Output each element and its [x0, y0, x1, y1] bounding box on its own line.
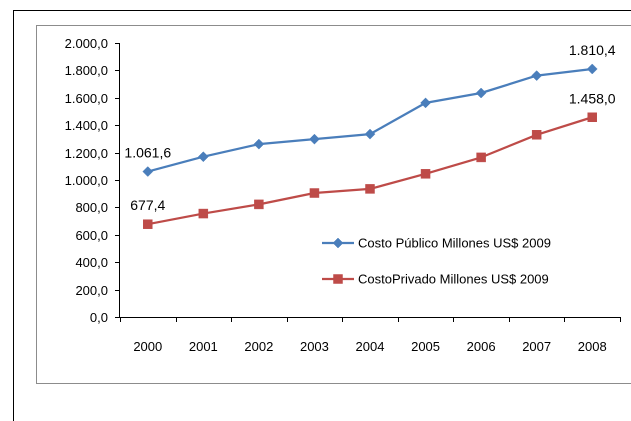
series-2-point [254, 199, 264, 210]
x-tick-label: 2004 [356, 339, 385, 354]
series-2-point [309, 188, 320, 198]
series-2-point [420, 169, 431, 179]
x-tick-label: 2003 [300, 339, 329, 354]
x-tick-label: 2001 [189, 339, 218, 354]
series-1-point [142, 166, 154, 177]
y-tick-label: 2.000,0 [65, 36, 108, 51]
y-axis-ticks: 0,0 200,0 400,0 600,0 800,0 1.000,0 1.200,0 1.4… [65, 36, 120, 325]
x-axis-ticks: 2000 2001 2002 2003 2004 2005 2006 2007 2008 [120, 317, 621, 354]
legend-marker-1 [332, 237, 344, 249]
series-1-point [475, 87, 487, 99]
series-line-1 [147, 67, 593, 173]
series-2-point [531, 130, 542, 140]
series-1-point [253, 138, 265, 150]
series-1-point [420, 97, 431, 109]
x-tick-label: 2000 [133, 339, 162, 354]
series-layer [142, 63, 598, 229]
x-tick-label: 2006 [467, 339, 496, 354]
legend-label-2: CostoPrivado Millones US$ 2009 [358, 272, 549, 287]
series-1-point [309, 133, 320, 145]
data-label: 1.061,6 [124, 145, 171, 161]
data-label: 677,4 [130, 197, 165, 213]
y-tick-label: 1.400,0 [65, 118, 108, 133]
y-tick-label: 400,0 [75, 255, 108, 270]
series-1-point [531, 70, 543, 81]
series-1-point [197, 151, 209, 163]
x-tick-label: 2002 [244, 339, 273, 354]
series-2-point [476, 152, 486, 163]
x-tick-label: 2007 [522, 339, 551, 354]
legend-marker-2 [333, 274, 343, 284]
data-label: 1.810,4 [569, 42, 616, 58]
series-2-point [587, 112, 597, 123]
series-2-point [198, 208, 209, 219]
y-tick-label: 200,0 [75, 283, 108, 298]
data-label: 1.458,0 [569, 90, 616, 106]
series-2-point [143, 219, 153, 229]
y-tick-label: 1.600,0 [65, 91, 108, 106]
series-1-point [364, 128, 376, 140]
y-tick-label: 600,0 [75, 228, 108, 243]
legend: Costo Público Millones US$ 2009 CostoPriv… [322, 236, 551, 287]
y-tick-label: 1.800,0 [65, 63, 108, 78]
chart-frame-inner [36, 25, 631, 384]
series-2-point [365, 184, 375, 194]
x-tick-label: 2005 [411, 339, 440, 354]
y-tick-label: 0,0 [90, 310, 108, 325]
y-tick-label: 1.000,0 [65, 173, 108, 188]
y-tick-label: 1.200,0 [65, 146, 108, 161]
y-tick-label: 800,0 [75, 200, 108, 215]
legend-label-1: Costo Público Millones US$ 2009 [358, 236, 551, 251]
series-1-point [586, 63, 598, 75]
data-labels: 1.061,6 1.810,4 677,4 1.458,0 [124, 42, 615, 213]
x-tick-label: 2008 [578, 339, 607, 354]
